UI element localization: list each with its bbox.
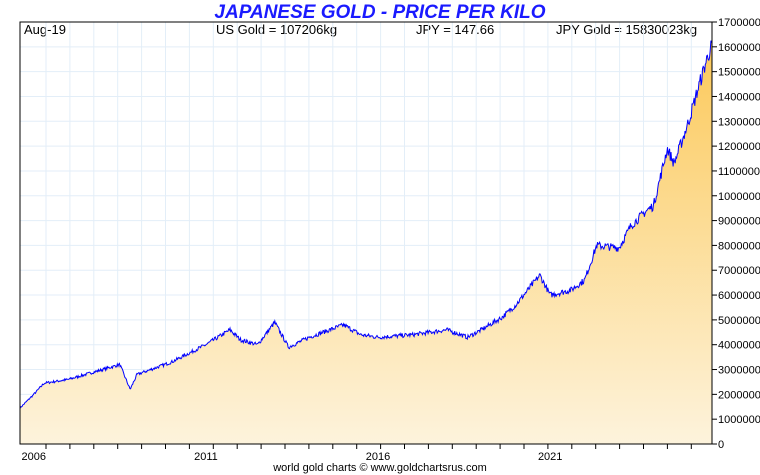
y-tick-label: 1100000 [718, 166, 760, 178]
y-tick-label: 0 [718, 439, 724, 451]
x-tick-label: 2016 [366, 451, 390, 463]
y-tick-label: 4000000 [718, 340, 760, 352]
us-gold-label: US Gold = 107206kg [216, 22, 338, 37]
footer-credit: world gold charts © www.goldchartsrus.co… [273, 462, 487, 474]
jpy-gold-label: JPY Gold = 15830023kg [556, 22, 698, 37]
y-tick-label: 5000000 [718, 315, 760, 327]
y-tick-label: 1200000 [718, 141, 760, 153]
chart-title: JAPANESE GOLD - PRICE PER KILO [214, 2, 546, 23]
y-tick-label: 3000000 [718, 365, 760, 377]
y-tick-label: 6000000 [718, 290, 760, 302]
y-tick-label: 1000000 [718, 191, 760, 203]
x-tick-label: 2006 [22, 451, 46, 463]
jpy-rate-label: JPY = 147.66 [416, 22, 495, 37]
y-tick-label: 7000000 [718, 265, 760, 277]
y-tick-label: 1600000 [718, 42, 760, 54]
y-tick-label: 1300000 [718, 116, 760, 128]
y-axis: 0 1000000 2000000 3000000 4000000 5000000 6000… [712, 17, 760, 451]
y-tick-label: 1400000 [718, 91, 760, 103]
y-tick-label: 1500000 [718, 67, 760, 79]
y-tick-label: 1000000 [718, 414, 760, 426]
y-tick-label: 8000000 [718, 240, 760, 252]
x-tick-label: 2021 [538, 451, 562, 463]
y-tick-label: 1700000 [718, 17, 760, 29]
price-line [19, 40, 713, 409]
y-tick-label: 9000000 [718, 216, 760, 228]
plot-frame [19, 21, 713, 445]
y-tick-label: 2000000 [718, 389, 760, 401]
date-label: Aug-19 [24, 22, 66, 37]
price-area [20, 40, 712, 444]
x-tick-label: 2011 [194, 451, 218, 463]
x-axis: 2006 2011 2016 2021 [22, 444, 692, 463]
